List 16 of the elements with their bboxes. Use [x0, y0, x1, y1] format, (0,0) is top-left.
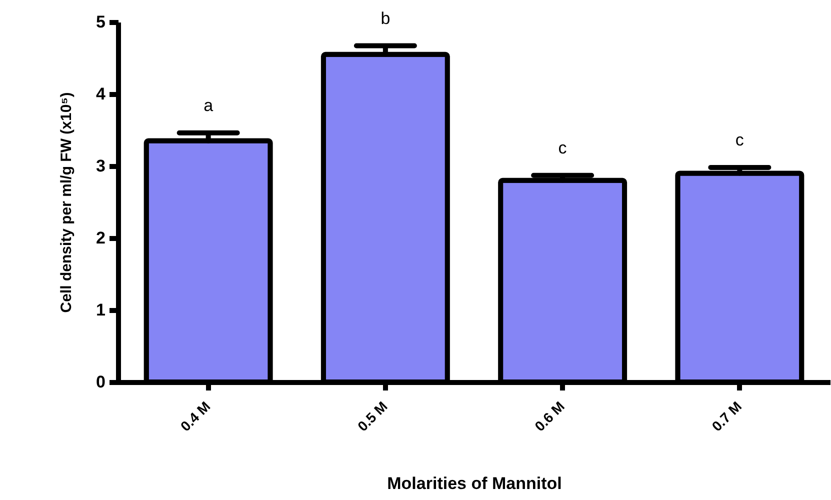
y-axis-title: Cell density per ml/g FW (x10⁵)	[58, 92, 76, 313]
y-tick-label: 0	[96, 372, 106, 392]
y-tick-label: 5	[96, 12, 106, 32]
x-tick-label: 0.4 M	[177, 398, 214, 434]
y-tick-label: 3	[96, 156, 106, 176]
y-tick-label: 4	[96, 84, 106, 104]
x-tick-label: 0.7 M	[708, 398, 745, 434]
annotation: a	[204, 96, 214, 115]
annotation: b	[380, 8, 390, 28]
y-tick-label: 2	[96, 228, 106, 248]
annotation: c	[735, 130, 744, 150]
y-tick-label: 1	[96, 300, 106, 320]
annotation: c	[558, 138, 568, 158]
x-axis-title: Molarities of Mannitol	[387, 474, 562, 494]
x-tick-label: 0.6 M	[531, 398, 568, 434]
x-tick-label: 0.5 M	[354, 398, 390, 434]
